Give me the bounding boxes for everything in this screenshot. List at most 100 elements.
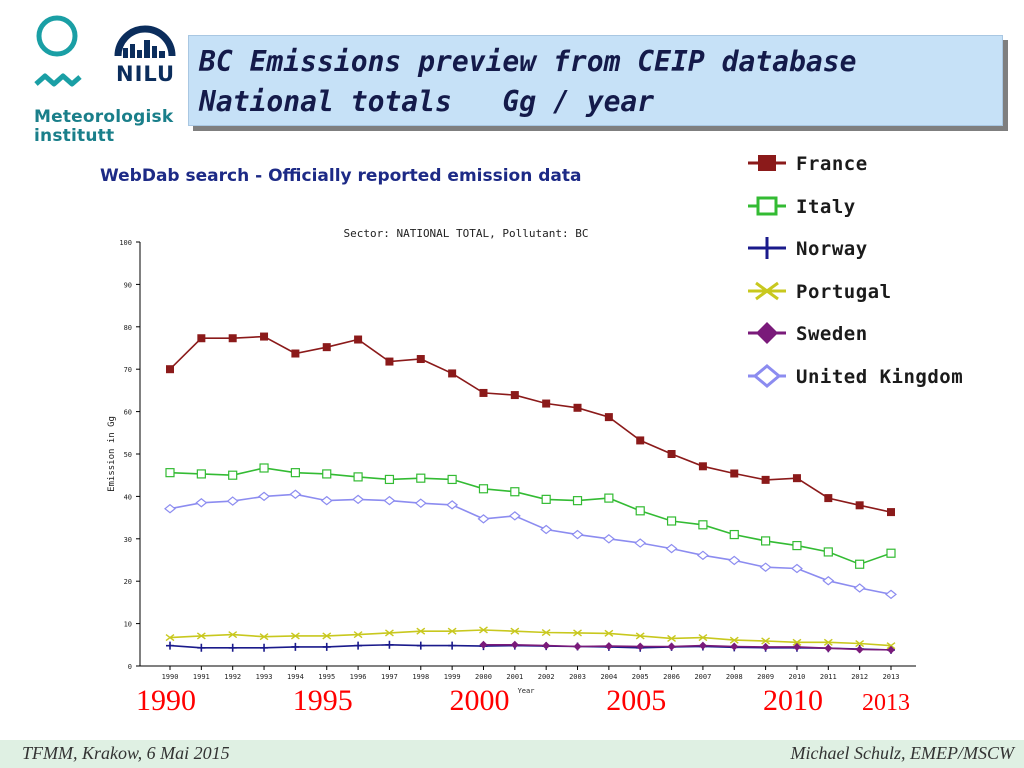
- data-point: [759, 562, 772, 572]
- x-tick-label: 2002: [538, 673, 555, 681]
- x-tick-label: 2008: [726, 673, 743, 681]
- data-point: [322, 642, 331, 651]
- data-point: [855, 559, 865, 569]
- legend-item: Norway: [746, 233, 1016, 263]
- data-point: [886, 642, 896, 650]
- data-point: [322, 632, 332, 640]
- data-point: [165, 468, 175, 478]
- series-sweden: [479, 640, 895, 654]
- met-logo-line1: Meteorologisk: [34, 107, 174, 127]
- legend-marker: [758, 155, 776, 171]
- data-point: [823, 547, 833, 557]
- data-point: [290, 632, 300, 640]
- y-tick-label: 60: [124, 409, 132, 417]
- data-point: [354, 641, 363, 650]
- x-tick-label: 2009: [757, 673, 774, 681]
- series-united-kingdom: [164, 489, 897, 600]
- data-point: [479, 640, 488, 649]
- data-point: [166, 365, 174, 374]
- legend-marker: [755, 281, 779, 300]
- data-point: [416, 355, 425, 364]
- data-point: [855, 639, 865, 648]
- data-point: [635, 632, 645, 640]
- legend-item: Portugal: [746, 276, 1016, 306]
- data-point: [197, 334, 206, 343]
- data-point: [541, 494, 551, 504]
- x-tick-label: 1993: [256, 673, 273, 681]
- chart-subtitle: Sector: NATIONAL TOTAL, Pollutant: BC: [343, 227, 588, 240]
- y-tick-label: 0: [128, 663, 132, 671]
- x-tick-label: 1999: [444, 673, 461, 681]
- data-point: [416, 641, 425, 650]
- met-logo-text: Meteorologisk institutt: [34, 108, 173, 146]
- data-point: [792, 638, 802, 646]
- y-tick-label: 70: [124, 366, 132, 374]
- data-point: [448, 369, 457, 378]
- series-italy: [165, 463, 896, 569]
- y-axis-label: Emission in Gg: [107, 416, 117, 492]
- series-line: [169, 467, 892, 566]
- legend-label: Portugal: [796, 280, 892, 303]
- year-overlay-label: 2010: [762, 684, 823, 717]
- footer-left: TFMM, Krakow, 6 Mai 2015: [22, 743, 230, 763]
- data-point: [792, 642, 801, 651]
- year-overlay-label: 1995: [292, 684, 353, 717]
- data-point: [228, 643, 237, 652]
- data-point: [352, 494, 365, 505]
- data-point: [792, 474, 801, 483]
- data-point: [165, 634, 175, 642]
- data-point: [260, 643, 269, 652]
- data-point: [761, 642, 770, 651]
- data-point: [698, 520, 708, 530]
- data-point: [855, 645, 864, 654]
- data-point: [446, 500, 459, 510]
- legend-marker: [756, 196, 778, 215]
- x-tick-label: 2004: [600, 673, 617, 681]
- x-tick-label: 2007: [694, 673, 711, 681]
- legend-item: Italy: [746, 191, 1016, 221]
- legend-swatch: [748, 363, 786, 388]
- year-overlay-label: 2005: [606, 684, 667, 717]
- y-tick-label: 80: [124, 324, 132, 332]
- year-overlay-label: 1990: [136, 684, 196, 717]
- nilu-logo-text: NILU: [116, 62, 176, 86]
- data-point: [258, 491, 271, 502]
- data-point: [886, 548, 896, 558]
- y-tick-label: 30: [124, 536, 132, 544]
- data-point: [510, 640, 519, 649]
- y-tick-label: 40: [124, 493, 132, 501]
- data-point: [448, 641, 457, 650]
- data-point: [573, 642, 582, 651]
- data-point: [696, 550, 709, 561]
- data-point: [259, 463, 269, 473]
- data-point: [447, 627, 457, 635]
- series-line: [169, 335, 892, 513]
- series-line: [483, 644, 892, 651]
- data-point: [667, 450, 676, 458]
- data-point: [385, 629, 394, 637]
- data-point: [792, 540, 802, 551]
- data-point: [416, 473, 426, 483]
- slide-title-line1: BC Emissions preview from CEIP database: [199, 45, 857, 78]
- data-point: [383, 495, 396, 506]
- series-line: [169, 629, 892, 647]
- data-point: [887, 645, 895, 654]
- data-point: [730, 642, 739, 651]
- data-point: [698, 462, 707, 471]
- data-point: [479, 388, 488, 397]
- data-point: [226, 496, 239, 506]
- data-point: [384, 474, 395, 485]
- x-tick-label: 2011: [820, 673, 837, 681]
- data-point: [635, 506, 645, 516]
- legend-swatch: [748, 322, 786, 344]
- footer-bar: TFMM, Krakow, 6 Mai 2015 Michael Schulz,…: [0, 740, 1024, 768]
- legend-item: France: [746, 148, 1016, 178]
- data-point: [196, 632, 206, 640]
- met-circle-icon: [36, 15, 78, 57]
- data-point: [166, 641, 174, 650]
- data-point: [510, 627, 520, 635]
- data-point: [729, 529, 739, 540]
- data-point: [320, 495, 333, 506]
- data-point: [416, 627, 426, 635]
- footer-right: Michael Schulz, EMEP/MSCW: [790, 743, 1014, 763]
